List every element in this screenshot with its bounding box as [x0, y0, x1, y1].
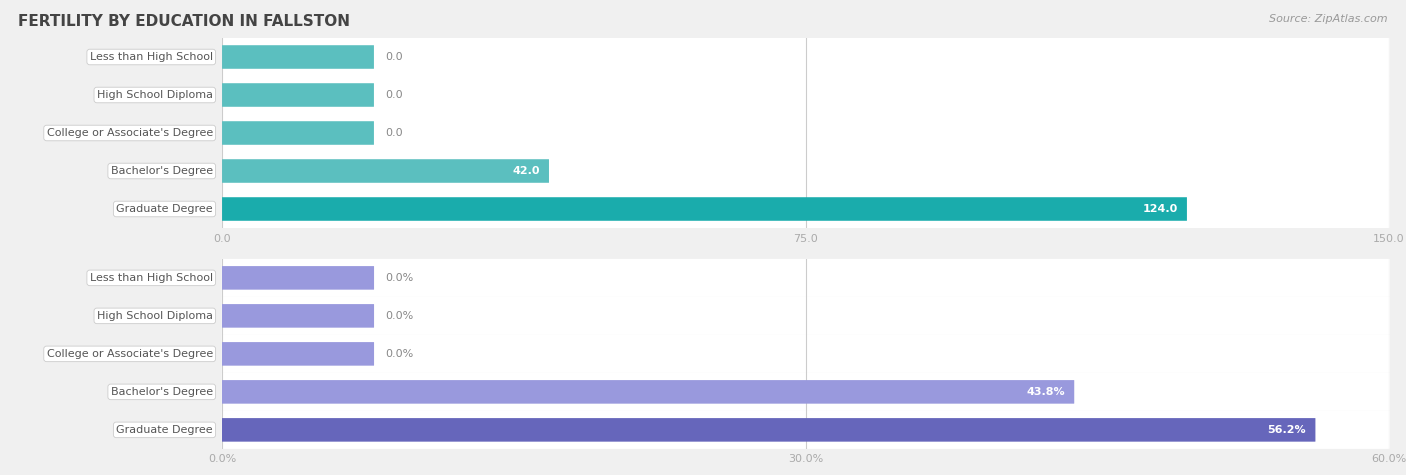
- Text: Graduate Degree: Graduate Degree: [117, 425, 212, 435]
- FancyBboxPatch shape: [222, 38, 1389, 76]
- FancyBboxPatch shape: [222, 45, 374, 69]
- Text: FERTILITY BY EDUCATION IN FALLSTON: FERTILITY BY EDUCATION IN FALLSTON: [18, 14, 350, 29]
- Text: 0.0: 0.0: [385, 90, 404, 100]
- Text: Less than High School: Less than High School: [90, 273, 212, 283]
- Text: College or Associate's Degree: College or Associate's Degree: [46, 128, 212, 138]
- FancyBboxPatch shape: [222, 266, 374, 290]
- FancyBboxPatch shape: [222, 190, 1389, 228]
- Text: 56.2%: 56.2%: [1267, 425, 1306, 435]
- FancyBboxPatch shape: [222, 83, 374, 107]
- FancyBboxPatch shape: [222, 335, 1389, 373]
- FancyBboxPatch shape: [222, 114, 1389, 152]
- Text: Source: ZipAtlas.com: Source: ZipAtlas.com: [1270, 14, 1388, 24]
- Text: 124.0: 124.0: [1142, 204, 1177, 214]
- Text: 0.0: 0.0: [385, 52, 404, 62]
- Text: 43.8%: 43.8%: [1026, 387, 1064, 397]
- FancyBboxPatch shape: [222, 121, 374, 145]
- Text: College or Associate's Degree: College or Associate's Degree: [46, 349, 212, 359]
- Text: Graduate Degree: Graduate Degree: [117, 204, 212, 214]
- FancyBboxPatch shape: [222, 197, 1187, 221]
- Text: 0.0%: 0.0%: [385, 349, 413, 359]
- Text: High School Diploma: High School Diploma: [97, 90, 212, 100]
- Text: 42.0: 42.0: [512, 166, 540, 176]
- Text: High School Diploma: High School Diploma: [97, 311, 212, 321]
- FancyBboxPatch shape: [222, 373, 1389, 411]
- FancyBboxPatch shape: [222, 76, 1389, 114]
- Text: Bachelor's Degree: Bachelor's Degree: [111, 166, 212, 176]
- FancyBboxPatch shape: [222, 342, 374, 366]
- FancyBboxPatch shape: [222, 380, 1074, 404]
- Text: Less than High School: Less than High School: [90, 52, 212, 62]
- Text: 0.0: 0.0: [385, 128, 404, 138]
- Text: Bachelor's Degree: Bachelor's Degree: [111, 387, 212, 397]
- FancyBboxPatch shape: [222, 304, 374, 328]
- Text: 0.0%: 0.0%: [385, 311, 413, 321]
- FancyBboxPatch shape: [222, 418, 1316, 442]
- Text: 0.0%: 0.0%: [385, 273, 413, 283]
- FancyBboxPatch shape: [222, 259, 1389, 297]
- FancyBboxPatch shape: [222, 411, 1389, 449]
- FancyBboxPatch shape: [222, 152, 1389, 190]
- FancyBboxPatch shape: [222, 159, 548, 183]
- FancyBboxPatch shape: [222, 297, 1389, 335]
